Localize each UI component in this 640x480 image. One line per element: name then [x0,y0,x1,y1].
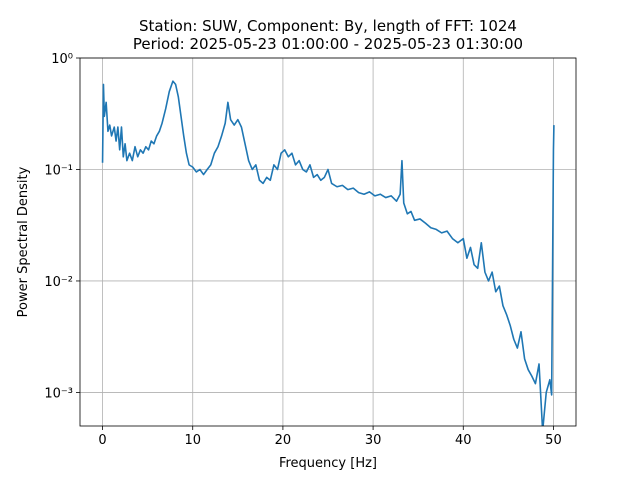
y-axis-label: Power Spectral Density [16,166,31,317]
x-tick-label: 30 [365,433,382,448]
x-axis-label: Frequency [Hz] [279,456,377,471]
x-tick-label: 10 [184,433,201,448]
plot-area [101,80,555,426]
axes-frame [79,57,577,427]
ticks: 0 10 20 30 40 50 10⁻³ 10⁻² 10⁻¹ 10⁰ [44,52,561,448]
data-line [101,80,555,426]
chart-title: Station: SUW, Component: By, length of F… [139,17,517,35]
x-tick-label: 40 [455,433,472,448]
x-tick-label: 50 [545,433,562,448]
x-tick-label: 20 [275,433,292,448]
chart-subtitle: Period: 2025-05-23 01:00:00 - 2025-05-23… [133,35,523,53]
x-tick-label: 0 [98,433,106,448]
y-tick-label: 10⁻¹ [44,163,73,178]
y-tick-label: 10⁻³ [44,386,73,401]
y-tick-label: 10⁰ [51,52,73,67]
y-tick-label: 10⁻² [44,275,73,290]
